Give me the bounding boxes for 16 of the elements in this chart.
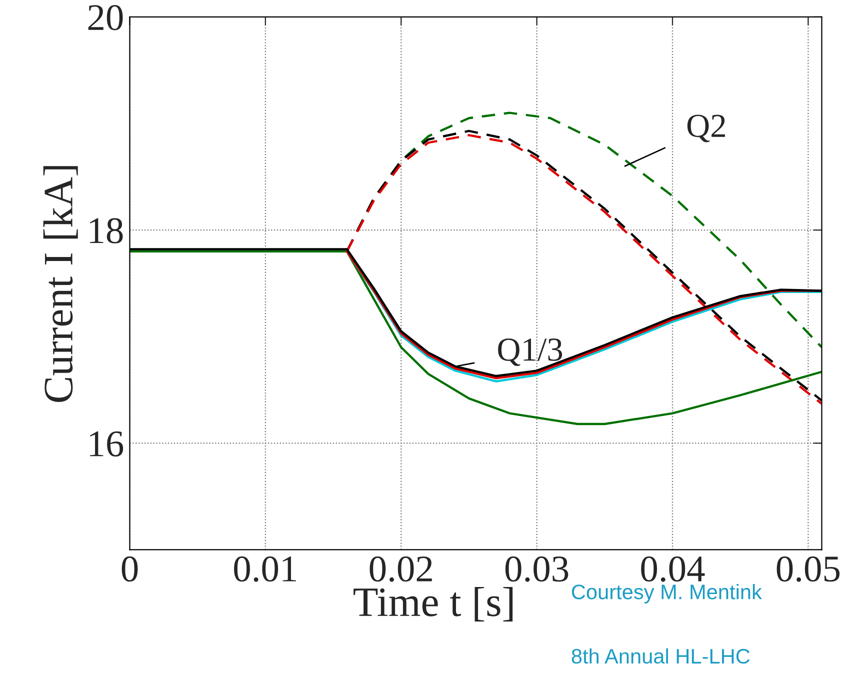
annotation: Q1/3 [498,338,562,366]
x-tick-label: 0.01 [234,556,296,582]
x-tick-label: 0 [122,556,138,582]
y-tick-label: 18 [90,218,123,244]
annotation: Q2 [687,114,725,142]
x-tick-label: 0.03 [505,556,568,582]
text: Courtesy M. Mentink [572,584,762,604]
text: 8th Annual HL-LHC [572,648,750,664]
x-tick-label: 0.04 [641,556,705,582]
y-tick-label: 16 [90,431,124,457]
x-tick-label: 0.05 [776,556,840,582]
x-axis-title: Time t [s] [354,587,513,622]
y-axis-title: Current I [kA] [43,166,78,402]
y-tick-label: 20 [88,5,123,30]
line-series [130,250,822,426]
x-tick-label: 0.02 [370,556,432,582]
